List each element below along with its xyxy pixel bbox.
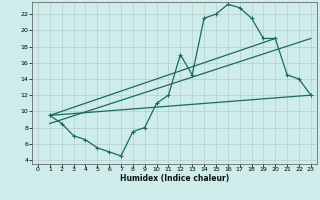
X-axis label: Humidex (Indice chaleur): Humidex (Indice chaleur) <box>120 174 229 183</box>
